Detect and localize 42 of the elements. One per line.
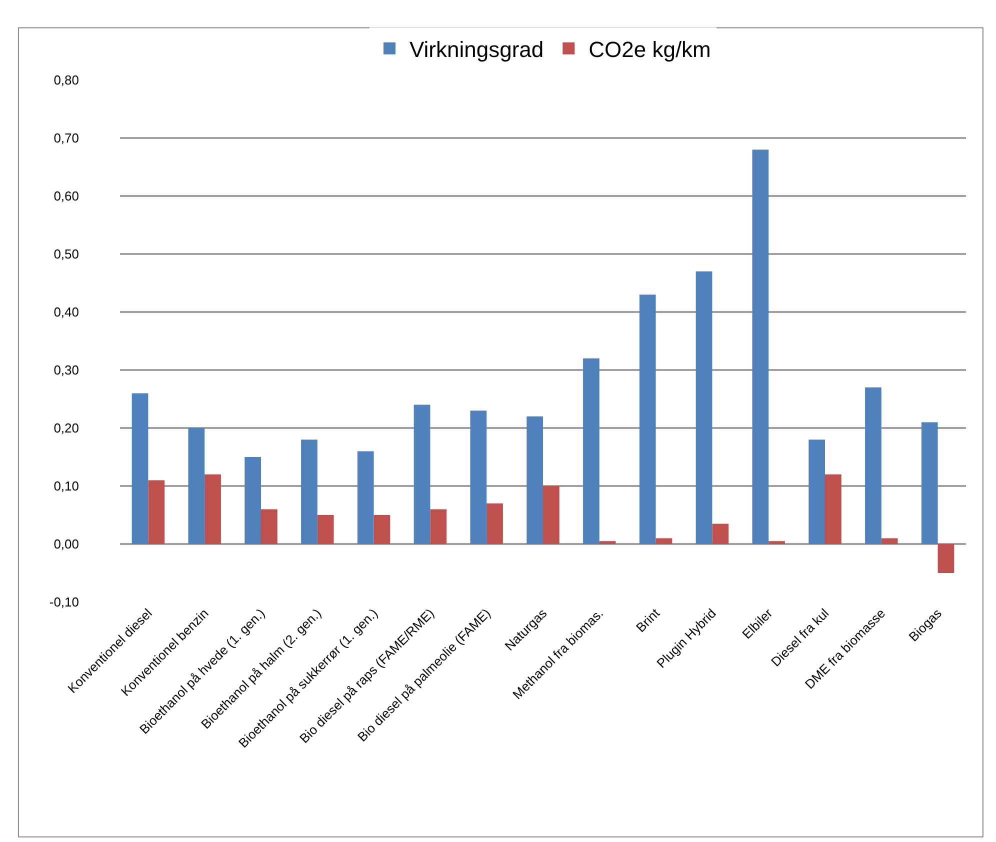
bar [921, 422, 938, 544]
y-tick-label: 0,30 [54, 362, 79, 378]
bar [301, 440, 318, 544]
bar [132, 393, 148, 544]
bar [148, 480, 165, 544]
y-tick-label: -0,10 [49, 594, 79, 610]
bar [865, 387, 882, 544]
bar [244, 457, 261, 544]
bar [768, 541, 785, 544]
legend-label: CO2e kg/km [588, 36, 711, 62]
bar [526, 416, 543, 544]
y-tick-label: 0,10 [54, 478, 79, 494]
y-tick-label: 0,60 [54, 188, 79, 204]
bar [317, 515, 334, 544]
y-tick-label: 0,70 [54, 130, 79, 146]
bar [656, 538, 672, 544]
bar [808, 440, 825, 544]
bar [825, 474, 842, 544]
bar [486, 503, 503, 544]
bar [430, 509, 447, 544]
bar [639, 294, 656, 544]
bar [188, 428, 205, 544]
bar [712, 524, 729, 544]
bar [470, 410, 487, 544]
bar [357, 451, 374, 544]
bar [881, 538, 898, 544]
y-tick-label: 0,80 [54, 72, 79, 88]
bar [583, 358, 600, 544]
bar [696, 271, 712, 544]
y-tick-label: 0,00 [54, 536, 79, 552]
legend-label: Virkningsgrad [410, 36, 544, 62]
bar [204, 474, 221, 544]
y-tick-label: 0,40 [54, 304, 79, 320]
bar [752, 150, 769, 544]
bar [599, 541, 616, 544]
bar [938, 544, 954, 573]
y-tick-label: 0,50 [54, 246, 79, 262]
bar [414, 404, 430, 544]
bar [261, 509, 278, 544]
y-tick-label: 0,20 [54, 420, 79, 436]
bar [374, 515, 390, 544]
bar [543, 486, 560, 544]
